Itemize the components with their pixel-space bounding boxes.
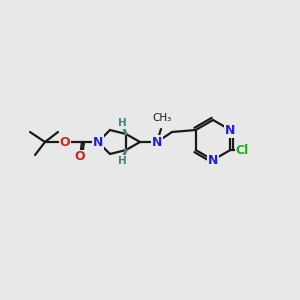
Text: H: H [118,118,126,128]
Text: CH₃: CH₃ [152,113,172,123]
Text: N: N [225,124,236,136]
Text: H: H [118,156,126,166]
Text: N: N [93,136,103,148]
Text: Cl: Cl [236,143,249,157]
Text: O: O [75,151,85,164]
Text: N: N [208,154,218,166]
Text: N: N [152,136,162,148]
Text: O: O [60,136,70,148]
